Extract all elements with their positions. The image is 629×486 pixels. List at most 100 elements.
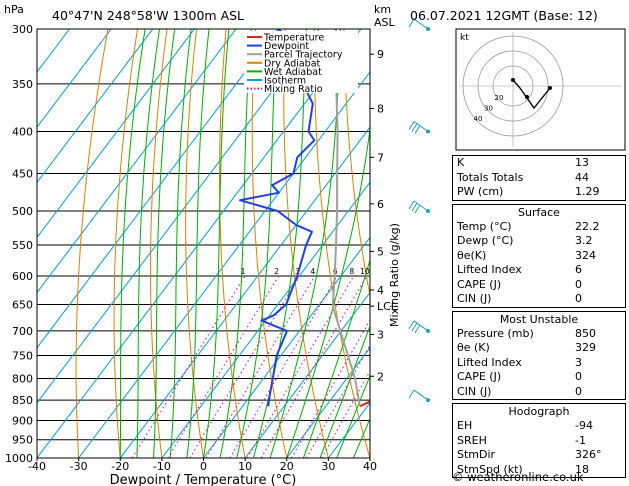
hodograph-box: Hodograph EH -94 SREH -1 StmDir 326° StmSpd (kt… — [452, 403, 626, 478]
table-title: Surface — [518, 205, 560, 219]
isotherm-line — [37, 29, 237, 294]
wind-barb-dot — [426, 328, 430, 333]
wind-barb-staff — [413, 18, 429, 30]
x-tick-label: 10 — [238, 460, 252, 473]
mixing-ratio-axis-label: Mixing Ratio (g/kg) — [388, 223, 401, 327]
legend-label: Mixing Ratio — [264, 84, 323, 95]
row-value: -94 — [575, 419, 593, 432]
most-unstable-box: Most Unstable Pressure (mb) 850 θe (K) 329 Li… — [452, 310, 626, 400]
table-row: CAPE (J) 0 — [453, 278, 625, 293]
x-tick-label: -30 — [70, 460, 88, 473]
row-label: CIN (J) — [457, 292, 492, 305]
row-label: PW (cm) — [457, 185, 504, 198]
profile-dewpoint — [239, 29, 316, 407]
pressure-tick-label: 350 — [12, 78, 33, 91]
wet-adiabat-line — [236, 29, 278, 458]
wind-barb-flag — [408, 320, 415, 330]
row-label: K — [457, 156, 465, 169]
pressure-tick-label: 550 — [12, 239, 33, 252]
profile-parcel-trajectory — [331, 29, 361, 407]
table-row: StmSpd (kt) 18 — [453, 463, 625, 478]
wind-barb-dot — [426, 209, 430, 214]
pressure-tick-label: 800 — [12, 372, 33, 385]
dry-adiabat-line — [185, 29, 204, 458]
legend-label: Wet Adiabat — [264, 67, 322, 78]
table-row: Temp (°C) 22.2 — [453, 220, 625, 235]
table-title: Hodograph — [508, 405, 570, 418]
row-label: CAPE (J) — [457, 370, 502, 383]
mixing-ratio-line — [167, 275, 280, 458]
pressure-tick-label: 900 — [12, 414, 33, 427]
row-label: θe(K) — [457, 248, 487, 262]
height-tick-label: 6 — [377, 198, 384, 211]
x-tick-label: -20 — [111, 460, 129, 473]
mixing-ratio-line — [305, 344, 370, 458]
row-value: -1 — [575, 433, 586, 447]
dry-adiabat-line — [75, 29, 109, 458]
hodograph-ring-label: 40 — [474, 115, 483, 123]
isotherm-line — [37, 29, 362, 458]
indices-panel: K 13 Totals Totals 44 PW (cm) 1.29 Surface Tem… — [452, 155, 626, 481]
dry-adiabat-line — [343, 29, 370, 299]
x-tick-label: -40 — [28, 460, 46, 473]
row-label: CIN (J) — [457, 384, 492, 398]
legend-label: Dry Adiabat — [264, 58, 321, 69]
wet-adiabat-line — [336, 374, 370, 458]
storm-motion-point — [525, 95, 529, 99]
wind-barb-flag — [411, 202, 418, 212]
wind-barb-flag — [411, 322, 418, 332]
row-value: 329 — [575, 341, 596, 354]
height-tick-label: 3 — [377, 328, 384, 341]
wind-barb-staff — [413, 121, 429, 132]
pressure-tick-label: 600 — [12, 270, 33, 283]
row-value: 44 — [575, 170, 589, 184]
row-value: 13 — [575, 156, 589, 169]
dry-adiabat-line — [374, 29, 454, 458]
row-value: 0 — [575, 277, 582, 291]
hodograph-ring-label: 20 — [495, 94, 504, 102]
row-value: 3.2 — [575, 234, 593, 247]
row-value: 0 — [575, 384, 582, 398]
row-label: CAPE (J) — [457, 277, 502, 291]
wind-barb-flag — [414, 204, 421, 214]
pressure-tick-label: 650 — [12, 299, 33, 312]
isotherm-line — [203, 236, 370, 458]
row-label: Lifted Index — [457, 355, 522, 369]
row-label: θe (K) — [457, 341, 490, 354]
x-axis-label: Dewpoint / Temperature (°C) — [110, 473, 297, 486]
mixing-ratio-label: 2 — [274, 267, 279, 276]
wet-adiabat-line — [302, 258, 370, 458]
row-label: Temp (°C) — [457, 219, 512, 233]
isotherm-line — [286, 346, 370, 458]
x-tick-label: 20 — [280, 460, 294, 473]
mixing-ratio-line — [246, 275, 355, 458]
row-value: 6 — [575, 263, 582, 276]
row-value: 850 — [575, 326, 596, 340]
indices-box: K 13 Totals Totals 44 PW (cm) 1.29 — [452, 155, 626, 201]
legend-label: Parcel Trajectory — [264, 50, 343, 61]
mixing-ratio-line — [321, 370, 370, 458]
row-label: Totals Totals — [457, 170, 524, 184]
mixing-ratio-label: 10 — [360, 267, 370, 276]
pressure-tick-label: 400 — [12, 126, 33, 139]
wind-barb-dot — [426, 129, 430, 134]
pressure-tick-label: 1000 — [5, 452, 33, 465]
table-row: CAPE (J) 0 — [453, 370, 625, 385]
x-tick-label: 40 — [363, 460, 377, 473]
mixing-ratio-label: 20 — [403, 267, 413, 276]
row-value: 324 — [575, 248, 596, 262]
table-row: K 13 — [453, 156, 625, 171]
pressure-tick-label: 450 — [12, 167, 33, 180]
mixing-ratio-line — [229, 275, 338, 458]
table-row: Lifted Index 6 — [453, 263, 625, 278]
hodograph-ring-label: 30 — [484, 105, 493, 113]
table-row: Pressure (mb) 850 — [453, 327, 625, 342]
isotherm-line — [78, 71, 370, 458]
isotherm-line — [37, 29, 154, 184]
dry-adiabat-line — [150, 29, 168, 458]
credit-text: © weatheronline.co.uk — [452, 470, 584, 484]
row-label: Lifted Index — [457, 263, 522, 276]
